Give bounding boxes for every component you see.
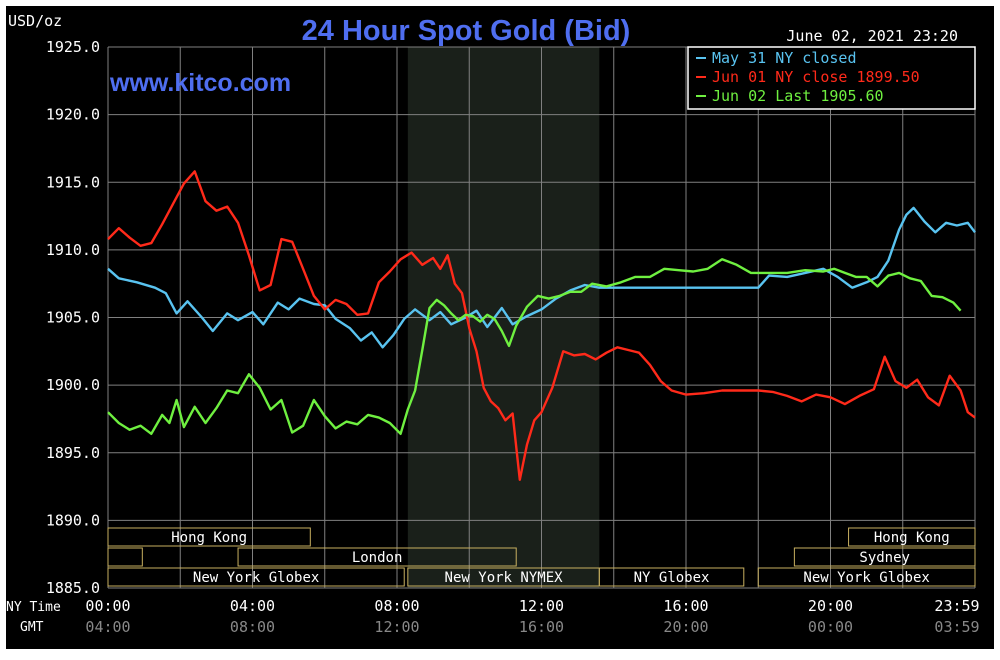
- x-tick-label-ny: 00:00: [85, 597, 130, 615]
- session-box: [757, 567, 976, 587]
- y-tick-label: 1915.0: [46, 173, 100, 191]
- session-label: Hong Kong: [874, 530, 950, 546]
- y-tick-label: 1895.0: [46, 444, 100, 462]
- legend-item: May 31 NY closed: [712, 49, 857, 67]
- session-box: [237, 547, 517, 567]
- session-box: [107, 567, 405, 587]
- x-tick-label-gmt: 04:00: [85, 618, 130, 636]
- legend-item: Jun 01 NY close 1899.50: [712, 68, 920, 86]
- session-box: [793, 547, 976, 567]
- y-axis-ticks: 1925.0 1920.0 1915.0 1910.0 1905.0 1900.0 1895…: [46, 38, 100, 597]
- chart-timestamp: June 02, 2021 23:20: [786, 27, 958, 45]
- session-label: New York Globex: [803, 570, 929, 586]
- series-line: [107, 170, 976, 481]
- y-axis-unit-label: USD/oz: [8, 12, 62, 30]
- session-label: New York Globex: [193, 570, 319, 586]
- x-tick-label-ny: 08:00: [374, 597, 419, 615]
- legend-item: Jun 02 Last 1905.60: [712, 87, 884, 105]
- session-label: Sydney: [859, 550, 910, 566]
- y-tick-label: 1920.0: [46, 106, 100, 124]
- y-tick-label: 1910.0: [46, 241, 100, 259]
- y-tick-label: 1900.0: [46, 376, 100, 394]
- chart-title: 24 Hour Spot Gold (Bid): [302, 15, 631, 47]
- y-tick-label: 1890.0: [46, 511, 100, 529]
- x-tick-label-ny: 12:00: [519, 597, 564, 615]
- y-tick-label: 1885.0: [46, 579, 100, 597]
- session-box: [107, 527, 311, 547]
- x-tick-label-gmt: 08:00: [230, 618, 275, 636]
- session-box: [107, 547, 143, 567]
- x-tick-label-gmt: 03:59: [934, 618, 979, 636]
- x-tick-label-ny: 16:00: [663, 597, 708, 615]
- session-box: [848, 527, 976, 547]
- x-tick-label-ny: 04:00: [230, 597, 275, 615]
- x-axis-ticks: 00:00 04:00 08:00 12:00 16:00 20:00 23:59 04:00…: [85, 597, 979, 636]
- session-label: NY Globex: [634, 570, 710, 586]
- session-label: New York NYMEX: [445, 570, 564, 586]
- trading-sessions: Hong Kong London New York Globex New York N…: [107, 527, 976, 587]
- ny-time-axis-label: NY Time: [6, 600, 61, 615]
- session-box: [598, 567, 745, 587]
- session-label: Hong Kong: [171, 530, 247, 546]
- x-tick-label-gmt: 00:00: [808, 618, 853, 636]
- watermark-url: www.kitco.com: [109, 69, 291, 97]
- x-tick-label-gmt: 16:00: [519, 618, 564, 636]
- gmt-axis-label: GMT: [20, 620, 44, 635]
- legend-box: [687, 46, 976, 110]
- series-line: [107, 206, 976, 349]
- x-tick-label-gmt: 20:00: [663, 618, 708, 636]
- price-series: [107, 170, 976, 481]
- session-label: London: [352, 550, 403, 566]
- x-tick-label-ny: 23:59: [934, 597, 979, 615]
- x-tick-label-gmt: 12:00: [374, 618, 419, 636]
- y-tick-label: 1905.0: [46, 309, 100, 327]
- grid: [107, 46, 976, 589]
- x-tick-label-ny: 20:00: [808, 597, 853, 615]
- series-line: [107, 258, 962, 435]
- y-tick-label: 1925.0: [46, 38, 100, 56]
